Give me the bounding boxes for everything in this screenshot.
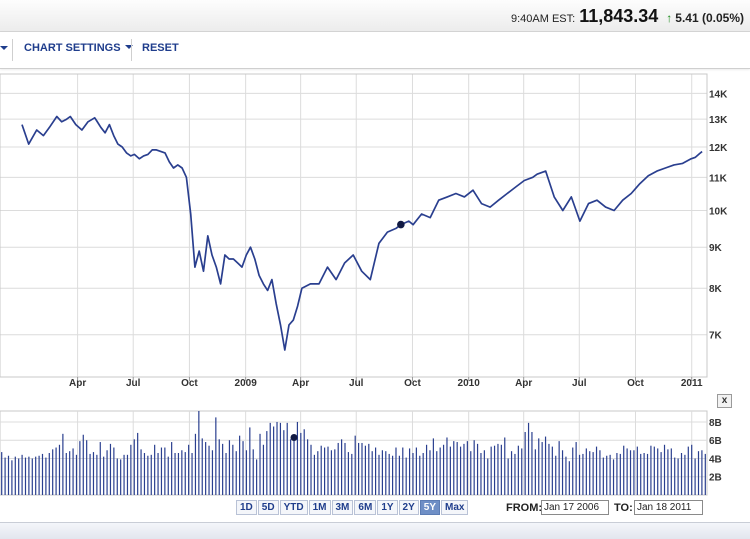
price-plot-border — [0, 73, 708, 378]
range-button-max[interactable]: Max — [441, 500, 469, 515]
reset-button[interactable]: RESET — [142, 42, 179, 54]
navigator-strip[interactable] — [0, 522, 750, 539]
chart-settings-label: CHART SETTINGS — [24, 42, 121, 54]
price-x-tick-label: Apr — [515, 378, 532, 389]
range-button-6m[interactable]: 6M — [354, 500, 377, 515]
price-x-axis: Apr Jul Oct 2009 Apr Jul Oct 2010 Apr Jul Oct 2011 — [69, 377, 703, 389]
quote-bar: 9:40AM EST: 11,843.34 ↑ 5.41 (0.05%) — [0, 0, 750, 32]
range-selector: 1D 5D YTD 1M 3M 6M 1Y 2Y 5Y Max — [236, 500, 469, 515]
price-x-tick-label: Oct — [627, 378, 644, 389]
volume-y-axis: 2B 4B 6B 8B — [709, 418, 722, 484]
price-x-tick-label: Jul — [572, 378, 587, 389]
volume-y-tick-label: 8B — [709, 418, 722, 429]
price-x-tick-label: 2010 — [458, 378, 481, 389]
price-y-tick-label: 7K — [709, 331, 723, 342]
volume-y-tick-label: 6B — [709, 436, 722, 447]
to-date-input[interactable]: Jan 18 2011 — [634, 500, 703, 515]
volume-bars — [1, 411, 706, 495]
quote-summary: 9:40AM EST: 11,843.34 ↑ 5.41 (0.05%) — [511, 6, 744, 27]
from-date-input[interactable]: Jan 17 2006 — [541, 500, 609, 515]
price-highlight-point — [397, 220, 405, 229]
price-grid — [0, 74, 707, 377]
range-button-ytd[interactable]: YTD — [279, 500, 308, 515]
range-button-2y[interactable]: 2Y — [398, 500, 419, 515]
quote-change: 5.41 (0.05%) — [675, 11, 744, 25]
volume-y-tick-label: 4B — [709, 454, 722, 465]
range-button-5d[interactable]: 5D — [257, 500, 279, 515]
price-y-tick-label: 12K — [709, 143, 728, 154]
quote-price: 11,843.34 — [579, 6, 659, 26]
range-button-1y[interactable]: 1Y — [377, 500, 398, 515]
quote-time: 9:40AM EST: — [510, 13, 576, 25]
price-x-tick-label: Apr — [69, 378, 86, 389]
volume-highlight-point — [290, 433, 298, 441]
price-y-tick-label: 8K — [709, 284, 723, 295]
range-button-1m[interactable]: 1M — [308, 500, 331, 515]
price-x-tick-label: Oct — [404, 378, 421, 389]
price-x-tick-label: Jul — [126, 378, 141, 389]
price-y-tick-label: 10K — [709, 207, 728, 218]
range-button-1d[interactable]: 1D — [236, 500, 257, 515]
price-x-tick-label: Oct — [181, 378, 198, 389]
toolbar-divider — [131, 39, 132, 61]
price-x-tick-label: Apr — [292, 378, 309, 389]
from-label: FROM: — [506, 502, 543, 514]
arrow-up-icon: ↑ — [666, 11, 673, 25]
to-label: TO: — [614, 502, 633, 514]
price-line — [21, 115, 703, 351]
chart-settings-button[interactable]: CHART SETTINGS — [24, 42, 133, 54]
price-y-axis: 7K 8K 9K 10K 11K 12K 13K 14K — [709, 89, 728, 341]
volume-plot-border — [0, 410, 708, 496]
close-volume-button[interactable]: x — [717, 394, 732, 408]
price-y-tick-label: 14K — [709, 89, 728, 100]
chevron-down-icon[interactable] — [0, 46, 8, 50]
price-y-tick-label: 11K — [709, 173, 728, 184]
price-y-tick-label: 9K — [709, 243, 723, 254]
price-x-tick-label: 2009 — [235, 378, 258, 389]
volume-y-tick-label: 2B — [709, 473, 722, 484]
price-y-tick-label: 13K — [709, 115, 728, 126]
chevron-down-icon — [124, 45, 133, 49]
range-button-5y[interactable]: 5Y — [419, 500, 441, 515]
price-x-tick-label: 2011 — [681, 378, 703, 389]
price-x-tick-label: Jul — [349, 378, 364, 389]
chart-toolbar: CHART SETTINGS RESET — [0, 32, 750, 69]
volume-grid — [0, 411, 707, 495]
range-button-3m[interactable]: 3M — [331, 500, 354, 515]
toolbar-divider — [12, 39, 13, 61]
